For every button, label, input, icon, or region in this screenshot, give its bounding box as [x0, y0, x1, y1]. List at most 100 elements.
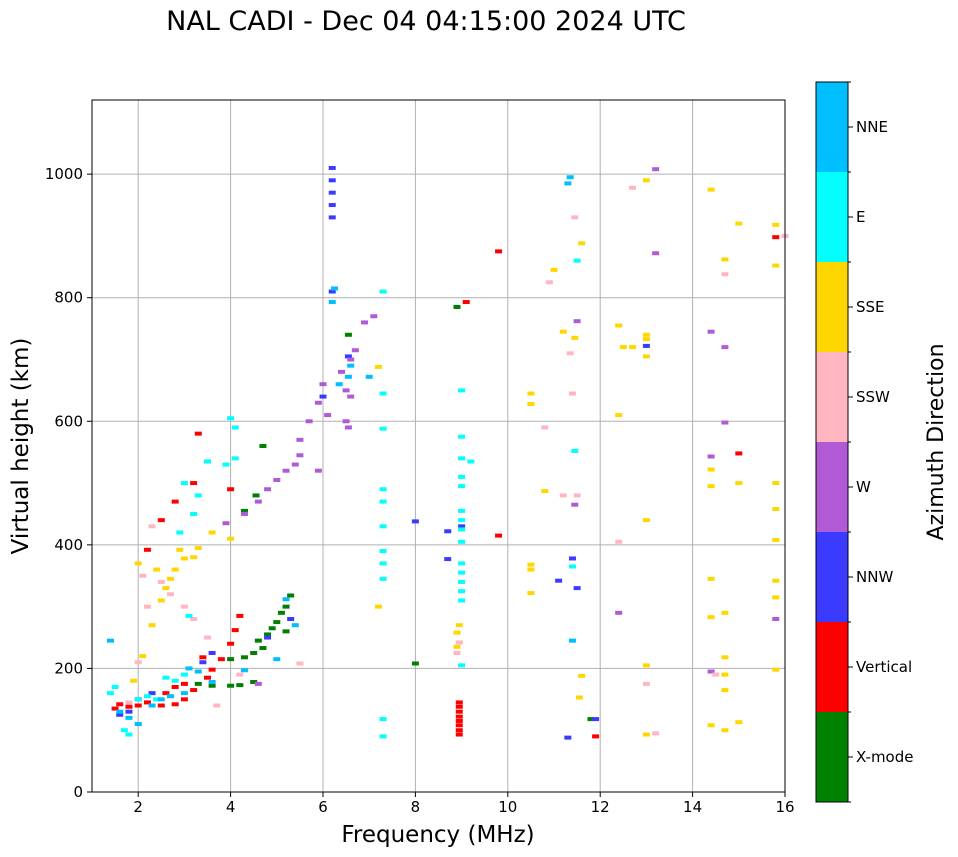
data-point: [143, 547, 151, 552]
data-point: [571, 215, 579, 220]
data-point: [342, 419, 350, 424]
data-point: [190, 688, 198, 693]
data-point: [344, 332, 352, 337]
data-points: [106, 165, 789, 740]
data-point: [707, 329, 715, 334]
data-point: [282, 604, 290, 609]
x-tick-label: 14: [683, 798, 702, 816]
data-point: [344, 374, 352, 379]
data-point: [458, 484, 466, 489]
colorbar-segment: [816, 442, 848, 532]
data-point: [204, 675, 211, 680]
data-point: [453, 630, 461, 635]
data-point: [153, 567, 161, 572]
data-point: [125, 700, 133, 705]
data-point: [180, 604, 188, 609]
data-point: [120, 728, 128, 733]
data-point: [324, 413, 332, 418]
data-point: [568, 391, 576, 396]
data-point: [453, 650, 461, 655]
data-point: [772, 235, 780, 240]
data-point: [134, 703, 142, 708]
data-point: [328, 300, 336, 305]
data-point: [171, 678, 179, 683]
data-point: [568, 556, 576, 561]
data-point: [344, 354, 352, 359]
data-point: [455, 700, 463, 705]
data-point: [204, 459, 211, 464]
data-point: [772, 222, 780, 227]
data-point: [314, 468, 322, 473]
data-point: [190, 481, 198, 486]
data-point: [721, 420, 729, 425]
data-point: [379, 289, 387, 294]
data-point: [642, 663, 650, 668]
data-point: [566, 175, 574, 180]
data-point: [227, 641, 235, 646]
data-point: [240, 668, 248, 673]
data-point: [347, 394, 355, 399]
y-axis-label: Virtual height (km): [8, 338, 34, 555]
data-point: [176, 530, 184, 535]
data-point: [458, 598, 466, 603]
data-point: [527, 391, 535, 396]
x-tick-label: 4: [226, 798, 236, 816]
data-point: [568, 564, 576, 569]
data-point: [772, 578, 780, 583]
data-point: [573, 586, 581, 591]
data-point: [162, 691, 170, 696]
data-point: [240, 511, 248, 516]
data-point: [176, 547, 184, 552]
data-point: [455, 704, 463, 709]
colorbar-segment: [816, 352, 848, 442]
data-point: [296, 661, 304, 666]
data-point: [379, 549, 387, 554]
series-vertical: [111, 235, 780, 739]
data-point: [130, 678, 138, 683]
data-point: [167, 576, 175, 581]
series-nnw: [116, 165, 650, 740]
data-point: [642, 332, 650, 337]
data-point: [231, 425, 239, 430]
data-point: [444, 557, 452, 562]
data-point: [167, 592, 175, 597]
data-point: [287, 617, 295, 621]
data-point: [194, 545, 202, 550]
data-point: [652, 731, 660, 736]
data-point: [735, 451, 743, 456]
data-point: [157, 703, 165, 708]
data-point: [455, 732, 463, 737]
data-point: [180, 556, 188, 561]
azimuth-colorbar: X-mode Vertical NNW W SSW SSE E NNE: [815, 81, 913, 803]
y-tick-label: 600: [54, 412, 83, 430]
data-point: [106, 691, 114, 696]
data-point: [772, 507, 780, 512]
data-point: [772, 617, 780, 621]
data-point: [555, 578, 563, 583]
data-point: [328, 289, 336, 294]
data-point: [208, 680, 216, 685]
data-point: [125, 709, 133, 714]
data-point: [721, 688, 729, 693]
data-point: [194, 493, 202, 498]
data-point: [351, 348, 359, 353]
data-point: [455, 640, 463, 645]
data-point: [254, 638, 262, 643]
data-point: [571, 502, 579, 507]
data-point: [162, 586, 170, 591]
data-point: [134, 722, 142, 727]
data-point: [615, 413, 623, 418]
data-point: [707, 669, 715, 674]
data-point: [566, 351, 574, 356]
colorbar-label: Azimuth Direction: [924, 343, 949, 540]
data-point: [148, 623, 156, 628]
data-point: [273, 477, 281, 482]
data-point: [467, 459, 475, 464]
data-point: [259, 444, 267, 448]
data-point: [208, 650, 216, 655]
data-point: [495, 249, 503, 254]
data-point: [194, 431, 202, 436]
data-point: [541, 425, 549, 430]
data-point: [379, 499, 387, 504]
data-point: [236, 672, 244, 677]
